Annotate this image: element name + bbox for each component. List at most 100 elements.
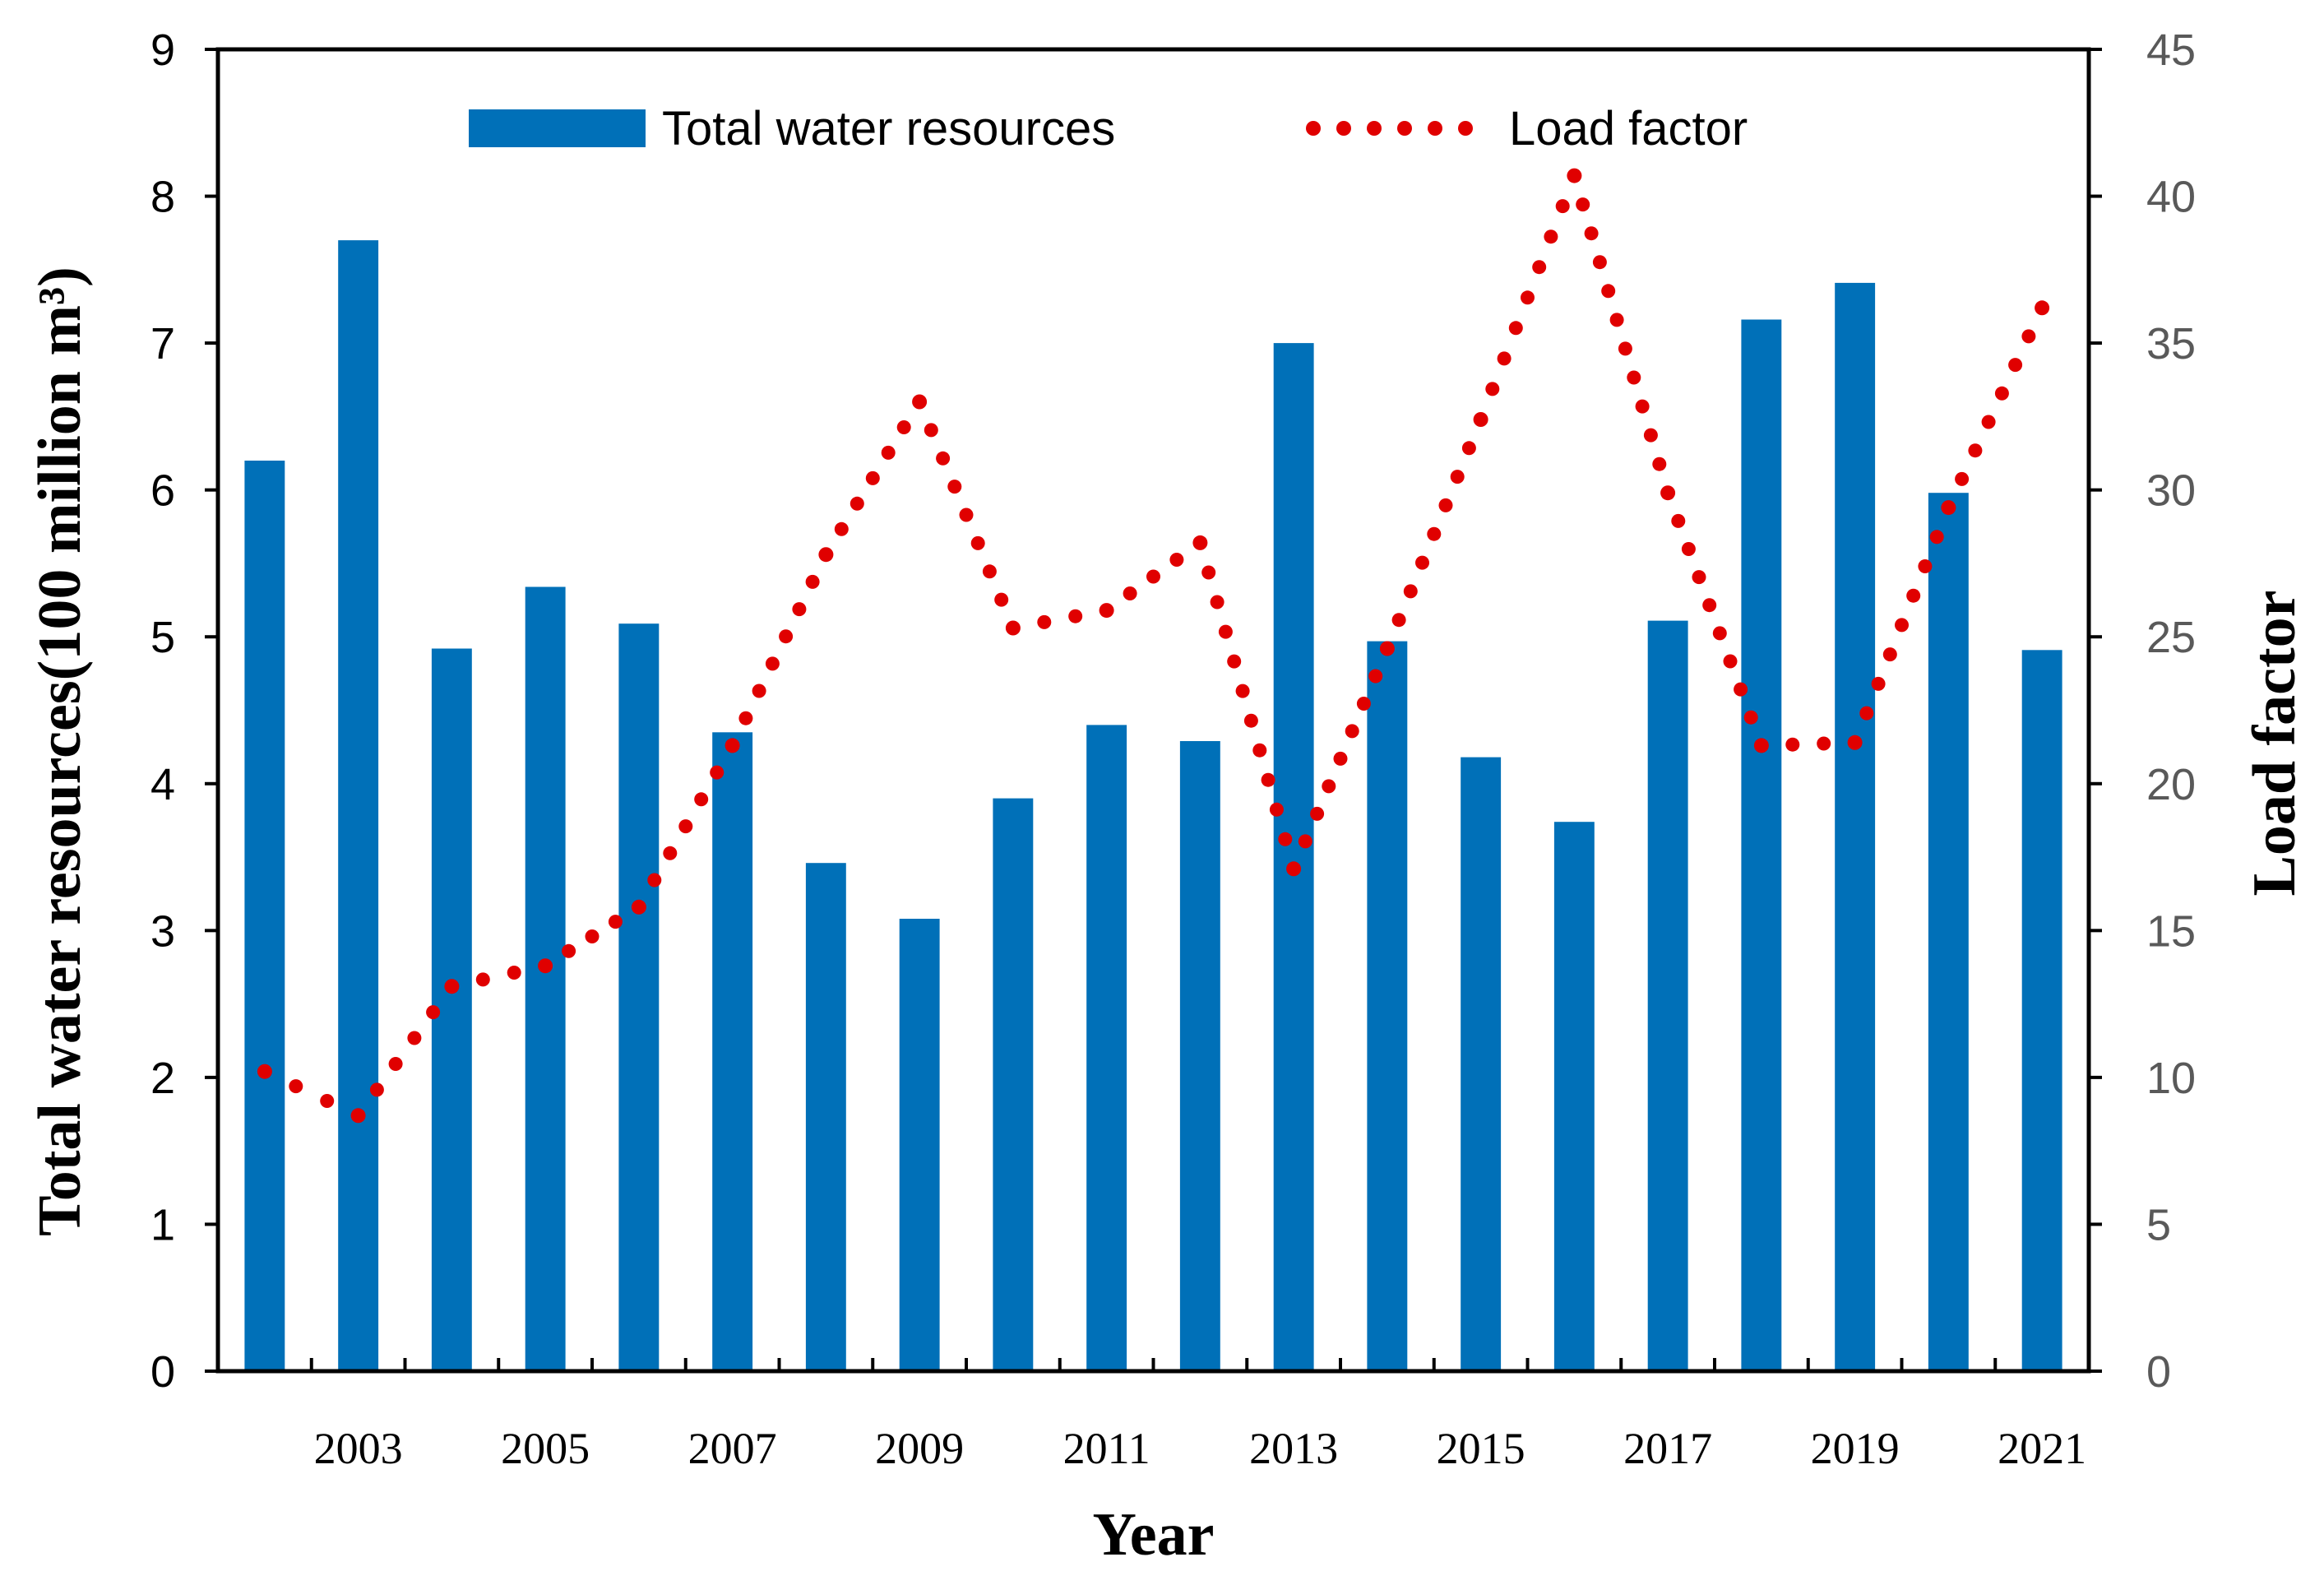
load-factor-dot <box>1123 586 1137 600</box>
load-factor-dot <box>1785 737 1800 752</box>
legend-line-dot <box>1397 121 1412 136</box>
load-factor-dot <box>1497 351 1512 366</box>
left-y-tick-label: 4 <box>150 760 175 809</box>
water-bar-2007 <box>712 732 753 1371</box>
load-factor-dot <box>1817 736 1831 751</box>
load-factor-dot <box>1298 834 1312 849</box>
load-factor-dot <box>896 420 911 434</box>
load-factor-dot <box>320 1094 335 1108</box>
load-factor-dot <box>1427 526 1442 541</box>
load-factor-dot <box>388 1057 403 1071</box>
left-y-tick-label: 2 <box>150 1054 175 1103</box>
water-bar-2010 <box>993 798 1034 1371</box>
x-tick-label: 2017 <box>1623 1424 1712 1473</box>
load-factor-dot <box>1235 684 1250 698</box>
right-y-tick-label: 15 <box>2146 906 2196 956</box>
left-y-tick-label: 6 <box>150 466 175 516</box>
load-factor-dot <box>1906 588 1921 603</box>
x-axis-title: Year <box>1093 1501 1215 1569</box>
load-factor-dot <box>1333 751 1348 766</box>
load-factor-dot <box>678 819 693 834</box>
load-factor-dot <box>1345 724 1359 739</box>
load-factor-dot <box>1576 197 1590 212</box>
left-y-tick-label: 5 <box>150 613 175 662</box>
right-y-tick-label: 25 <box>2146 613 2196 662</box>
water-bar-2006 <box>618 623 660 1371</box>
load-factor-dot <box>1243 713 1258 728</box>
load-factor-dot <box>1461 441 1476 456</box>
load-factor-dot <box>1356 697 1371 711</box>
water-bar-2021 <box>2021 650 2062 1371</box>
load-factor-dot <box>881 445 896 460</box>
water-bar-2019 <box>1835 282 1876 1371</box>
load-factor-dot <box>1743 710 1758 725</box>
load-factor-dot <box>1450 470 1465 484</box>
load-factor-dot <box>1218 624 1233 639</box>
load-factor-dot <box>1252 743 1267 758</box>
x-tick-label: 2007 <box>688 1424 777 1473</box>
water-bar-2015 <box>1461 757 1502 1371</box>
load-factor-dot <box>1968 443 1983 458</box>
left-y-tick-label: 9 <box>150 25 175 75</box>
load-factor-dot <box>1415 555 1429 570</box>
load-factor-dot <box>1859 706 1874 721</box>
water-bar-2005 <box>525 586 566 1371</box>
load-factor-dot <box>1955 471 1970 486</box>
load-factor-dot <box>1146 569 1160 584</box>
load-factor-dot <box>1652 456 1667 471</box>
load-factor-dot <box>1643 428 1658 443</box>
load-factor-point-2011 <box>1099 603 1114 619</box>
load-factor-dot <box>2021 329 2036 344</box>
water-bar-2012 <box>1179 741 1220 1371</box>
load-factor-dot <box>1391 613 1406 628</box>
load-factor-dot <box>426 1005 441 1020</box>
left-y-tick-label: 8 <box>150 173 175 222</box>
load-factor-dot <box>1635 399 1650 414</box>
water-bar-2020 <box>1928 493 1969 1372</box>
legend-line-label: Load factor <box>1509 102 1748 155</box>
water-bar-2009 <box>899 919 940 1371</box>
water-bar-2014 <box>1367 641 1408 1371</box>
load-factor-dot <box>1702 598 1717 613</box>
load-factor-dot <box>970 535 985 550</box>
load-factor-dot <box>1169 553 1184 567</box>
load-factor-dot <box>959 507 974 522</box>
load-factor-dot <box>562 943 576 958</box>
left-y-tick-label: 0 <box>150 1347 175 1397</box>
load-factor-dot <box>1521 290 1535 305</box>
load-factor-dot <box>947 480 962 494</box>
load-factor-dot <box>369 1082 384 1097</box>
load-factor-dot <box>1310 806 1325 821</box>
load-factor-dot <box>663 846 678 860</box>
load-factor-point-2020 <box>1941 500 1956 516</box>
load-factor-dot <box>710 765 725 780</box>
load-factor-dot <box>1627 370 1641 385</box>
load-factor-dot <box>1592 255 1607 270</box>
load-factor-dot <box>1882 647 1897 662</box>
right-y-tick-label: 5 <box>2146 1200 2171 1249</box>
load-factor-point-2019 <box>1847 735 1863 750</box>
load-factor-dot <box>1068 609 1083 623</box>
right-y-axis-title: Load factor <box>2241 591 2308 897</box>
load-factor-point-2016 <box>1567 168 1582 183</box>
load-factor-dot <box>1609 313 1624 327</box>
load-factor-dot <box>1734 682 1748 697</box>
right-y-tick-label: 0 <box>2146 1347 2171 1397</box>
water-bar-2002 <box>244 461 285 1371</box>
load-factor-dot <box>850 496 864 511</box>
load-factor-dot <box>1227 654 1242 669</box>
load-factor-dot <box>805 574 820 589</box>
load-factor-dot <box>585 929 600 943</box>
x-tick-label: 2013 <box>1249 1424 1338 1473</box>
load-factor-dot <box>1871 676 1886 691</box>
legend-line-dot <box>1428 121 1442 136</box>
x-tick-label: 2021 <box>1998 1424 2086 1473</box>
load-factor-dot <box>936 451 951 466</box>
load-factor-point-2008 <box>818 547 834 563</box>
left-y-tick-label: 1 <box>150 1200 175 1249</box>
load-factor-dot <box>1601 284 1616 299</box>
load-factor-dot <box>1981 415 1996 429</box>
load-factor-dot <box>1918 559 1933 573</box>
x-tick-label: 2005 <box>501 1424 590 1473</box>
load-factor-point-2007 <box>725 738 740 753</box>
